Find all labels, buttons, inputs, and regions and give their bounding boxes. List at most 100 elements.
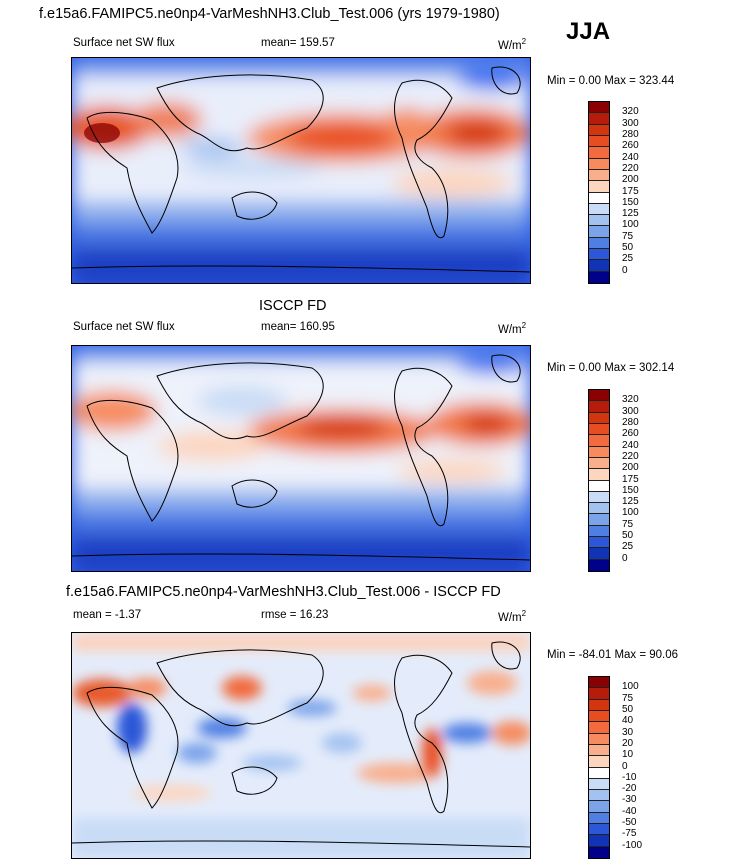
colorbar-tick-label: 280 xyxy=(622,128,639,140)
colorbar-swatch xyxy=(589,778,609,791)
colorbar-tick-label: 25 xyxy=(622,253,634,265)
colorbar-swatch xyxy=(589,722,609,734)
panel2-map-svg xyxy=(72,346,530,571)
colorbar-tick-label: 25 xyxy=(622,541,634,553)
colorbar-tick-label: 75 xyxy=(622,518,634,530)
colorbar-tick-label: 300 xyxy=(622,117,639,129)
colorbar-swatch xyxy=(589,147,609,159)
colorbar-tick-label: -40 xyxy=(622,805,637,817)
panel1-title: f.e15a6.FAMIPC5.ne0np4-VarMeshNH3.Club_T… xyxy=(39,6,500,22)
panel2-map xyxy=(71,345,531,572)
panel2-minmax: Min = 0.00 Max = 302.14 xyxy=(547,362,675,374)
colorbar-swatch xyxy=(589,401,609,413)
colorbar-tick-label: 75 xyxy=(622,692,634,704)
colorbar-tick-label: 260 xyxy=(622,140,639,152)
colorbar-swatch xyxy=(589,412,609,424)
colorbar-tick-label: -75 xyxy=(622,828,637,840)
panel1-minmax: Min = 0.00 Max = 323.44 xyxy=(547,75,675,87)
colorbar-swatch xyxy=(589,113,609,125)
colorbar-tick-label: 75 xyxy=(622,230,634,242)
colorbar-tick-label: 100 xyxy=(622,507,639,519)
panel3-colorbar xyxy=(588,676,610,859)
colorbar-swatch xyxy=(589,846,609,858)
colorbar-swatch xyxy=(589,491,609,504)
colorbar-swatch xyxy=(589,525,609,538)
colorbar-tick-label: -100 xyxy=(622,839,643,851)
colorbar-swatch xyxy=(589,423,609,436)
colorbar-swatch xyxy=(589,135,609,148)
panel1-variable-label: Surface net SW flux xyxy=(73,37,175,49)
colorbar-swatch xyxy=(589,249,609,261)
colorbar-swatch xyxy=(589,480,609,492)
panel2-mean-label: mean= 160.95 xyxy=(261,321,335,333)
colorbar-tick-label: 150 xyxy=(622,484,639,496)
panel1-colorbar xyxy=(588,101,610,284)
colorbar-tick-label: 30 xyxy=(622,726,634,738)
colorbar-swatch xyxy=(589,158,609,170)
colorbar-tick-label: 40 xyxy=(622,715,634,727)
colorbar-swatch xyxy=(589,181,609,193)
colorbar-tick-label: 200 xyxy=(622,462,639,474)
colorbar-tick-label: 0 xyxy=(622,264,628,276)
panel3-rmse-label: rmse = 16.23 xyxy=(261,609,329,621)
colorbar-swatch xyxy=(589,435,609,447)
colorbar-swatch xyxy=(589,124,609,136)
colorbar-swatch xyxy=(589,835,609,847)
colorbar-tick-label: 175 xyxy=(622,185,639,197)
panel1-map xyxy=(71,57,531,284)
panel3-title: f.e15a6.FAMIPC5.ne0np4-VarMeshNH3.Club_T… xyxy=(66,584,501,600)
colorbar-tick-label: 320 xyxy=(622,394,639,406)
colorbar-tick-label: 125 xyxy=(622,208,639,220)
panel2-units-label: W/m2 xyxy=(498,321,527,336)
colorbar-swatch xyxy=(589,559,609,571)
colorbar-swatch xyxy=(589,537,609,549)
colorbar-tick-label: 240 xyxy=(622,151,639,163)
panel3-minmax: Min = -84.01 Max = 90.06 xyxy=(547,649,679,661)
colorbar-tick-label: -30 xyxy=(622,794,637,806)
colorbar-tick-label: 20 xyxy=(622,737,634,749)
panel3-mean-label: mean = -1.37 xyxy=(73,609,142,621)
colorbar-swatch xyxy=(589,514,609,526)
colorbar-swatch xyxy=(589,548,609,560)
panel3-map-svg xyxy=(72,633,530,858)
coastlines xyxy=(72,354,530,561)
colorbar-swatch xyxy=(589,744,609,757)
colorbar-tick-label: 50 xyxy=(622,703,634,715)
colorbar-swatch xyxy=(589,812,609,825)
panel1-mean-label: mean= 159.57 xyxy=(261,37,335,49)
panel1-units-label: W/m2 xyxy=(498,37,527,52)
colorbar-swatch xyxy=(589,767,609,779)
colorbar-tick-label: 200 xyxy=(622,174,639,186)
colorbar-tick-label: 50 xyxy=(622,242,634,254)
colorbar-tick-label: 50 xyxy=(622,530,634,542)
colorbar-swatch xyxy=(589,710,609,723)
colorbar-swatch xyxy=(589,237,609,250)
colorbar-tick-label: 280 xyxy=(622,416,639,428)
colorbar-swatch xyxy=(589,102,609,114)
colorbar-tick-label: -10 xyxy=(622,771,637,783)
colorbar-swatch xyxy=(589,215,609,227)
colorbar-tick-label: 220 xyxy=(622,450,639,462)
colorbar-swatch xyxy=(589,203,609,216)
panel3-units-label: W/m2 xyxy=(498,609,527,624)
colorbar-tick-label: 125 xyxy=(622,496,639,508)
season-label: JJA xyxy=(566,18,611,45)
coastlines xyxy=(72,641,530,848)
colorbar-tick-label: 240 xyxy=(622,439,639,451)
colorbar-tick-label: 320 xyxy=(622,106,639,118)
colorbar-tick-label: 10 xyxy=(622,749,634,761)
colorbar-swatch xyxy=(589,390,609,402)
colorbar-swatch xyxy=(589,169,609,182)
colorbar-tick-label: -50 xyxy=(622,817,637,829)
colorbar-swatch xyxy=(589,260,609,272)
colorbar-tick-label: 150 xyxy=(622,196,639,208)
colorbar-tick-label: 220 xyxy=(622,162,639,174)
colorbar-swatch xyxy=(589,226,609,238)
colorbar-tick-label: 0 xyxy=(622,760,628,772)
colorbar-tick-label: 0 xyxy=(622,552,628,564)
colorbar-swatch xyxy=(589,677,609,689)
colorbar-swatch xyxy=(589,790,609,802)
panel2-colorbar xyxy=(588,389,610,572)
colorbar-tick-label: -20 xyxy=(622,783,637,795)
colorbar-swatch xyxy=(589,824,609,836)
